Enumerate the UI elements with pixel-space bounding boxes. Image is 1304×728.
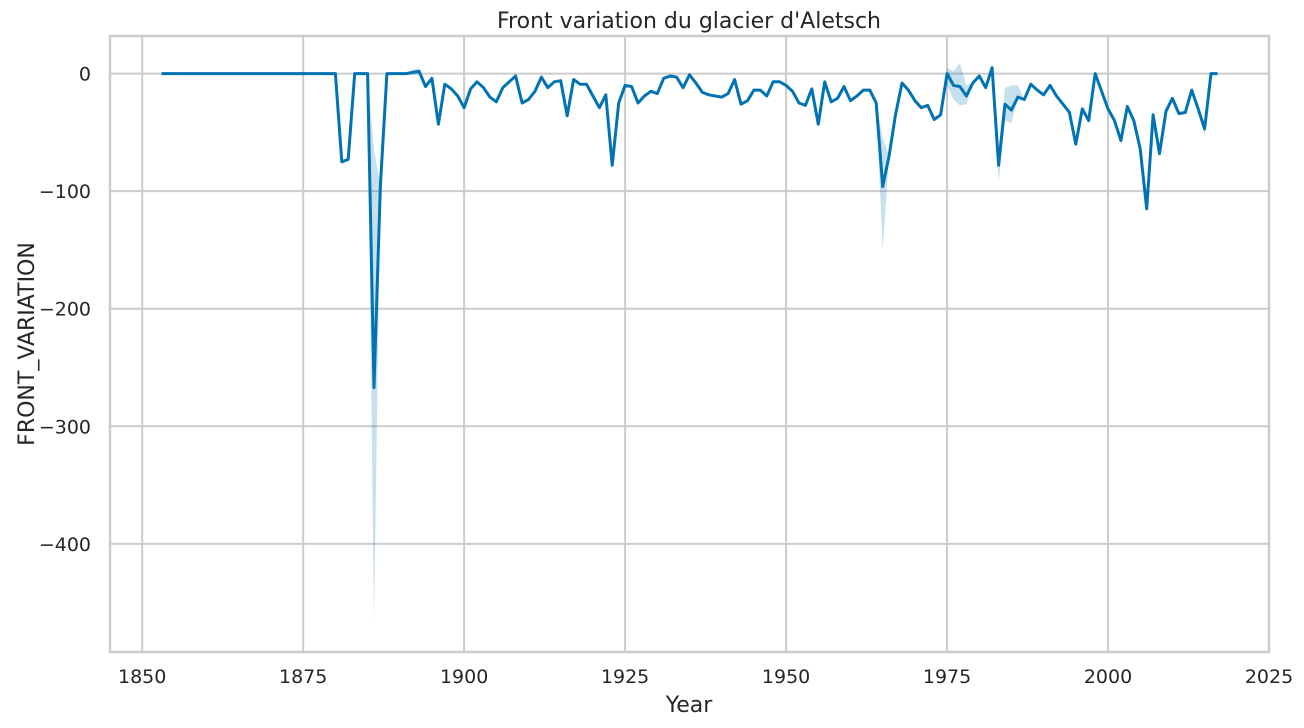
x-tick-label: 1950 <box>762 666 810 688</box>
confidence-band <box>161 63 1218 624</box>
confidence-band-layer <box>161 63 1218 624</box>
x-axis-label: Year <box>665 693 714 718</box>
y-tick-label: −200 <box>39 299 91 321</box>
grid-layer <box>110 36 1270 652</box>
x-tick-label: 1975 <box>923 666 971 688</box>
x-tick-label: 1900 <box>440 666 488 688</box>
x-tick-label: 1875 <box>279 666 327 688</box>
y-tick-label: −400 <box>39 534 91 556</box>
x-tick-label: 2025 <box>1245 666 1293 688</box>
y-tick-label: 0 <box>79 64 91 86</box>
y-axis-label: FRONT_VARIATION <box>15 242 40 446</box>
x-tick-label: 1850 <box>118 666 166 688</box>
chart-title: Front variation du glacier d'Aletsch <box>497 9 881 34</box>
x-tick-label: 2000 <box>1084 666 1132 688</box>
x-tick-label: 1925 <box>601 666 649 688</box>
series-line-layer <box>161 66 1218 389</box>
series-line <box>161 66 1218 389</box>
y-tick-labels: 0 −100 −200 −300 −400 <box>39 64 91 556</box>
y-tick-label: −300 <box>39 416 91 438</box>
plot-frame <box>108 34 1271 654</box>
x-tick-labels: 1850 1875 1900 1925 1950 1975 2000 2025 <box>118 666 1293 688</box>
y-tick-label: −100 <box>39 181 91 203</box>
